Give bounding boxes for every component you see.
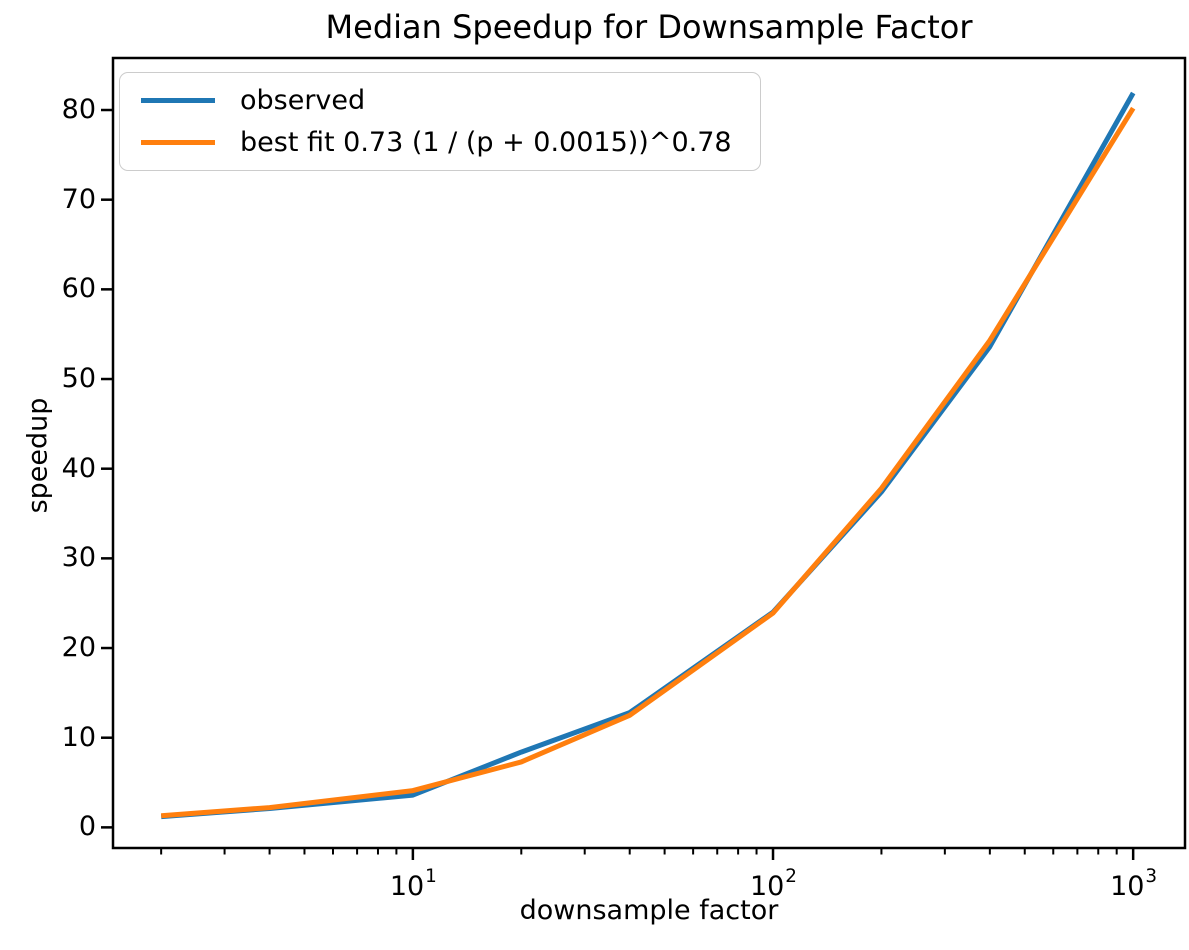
legend: observed best fit 0.73 (1 / (p + 0.0015)… <box>119 72 761 171</box>
axes-frame <box>111 56 1187 850</box>
legend-item-best-fit: best fit 0.73 (1 / (p + 0.0015))^0.78 <box>141 127 732 158</box>
y-tick-label: 10 <box>61 721 96 753</box>
y-tick-label: 50 <box>61 363 96 395</box>
y-tick-label: 80 <box>61 94 96 125</box>
y-axis-label: speedup <box>22 397 54 514</box>
y-tick-label: 40 <box>61 452 96 484</box>
y-tick-label: 70 <box>61 183 96 215</box>
y-tick-label: 0 <box>78 811 96 843</box>
x-tick-label: 102 <box>749 866 797 902</box>
best-fit-line <box>161 106 1136 819</box>
observed-line-swatch <box>141 97 215 104</box>
legend-label-observed: observed <box>240 85 366 116</box>
legend-item-observed: observed <box>141 85 732 116</box>
x-tick-label: 103 <box>1110 866 1158 902</box>
y-tick-label: 20 <box>61 632 96 664</box>
x-tick-label: 101 <box>389 866 437 902</box>
legend-label-best-fit: best fit 0.73 (1 / (p + 0.0015))^0.78 <box>240 127 732 158</box>
chart-title: Median Speedup for Downsample Factor <box>325 8 973 46</box>
x-axis-label: downsample factor <box>519 895 779 926</box>
y-tick-label: 60 <box>61 273 96 305</box>
y-tick-label: 30 <box>61 542 96 574</box>
best-fit-line-swatch <box>141 139 215 146</box>
observed-line <box>161 91 1136 820</box>
